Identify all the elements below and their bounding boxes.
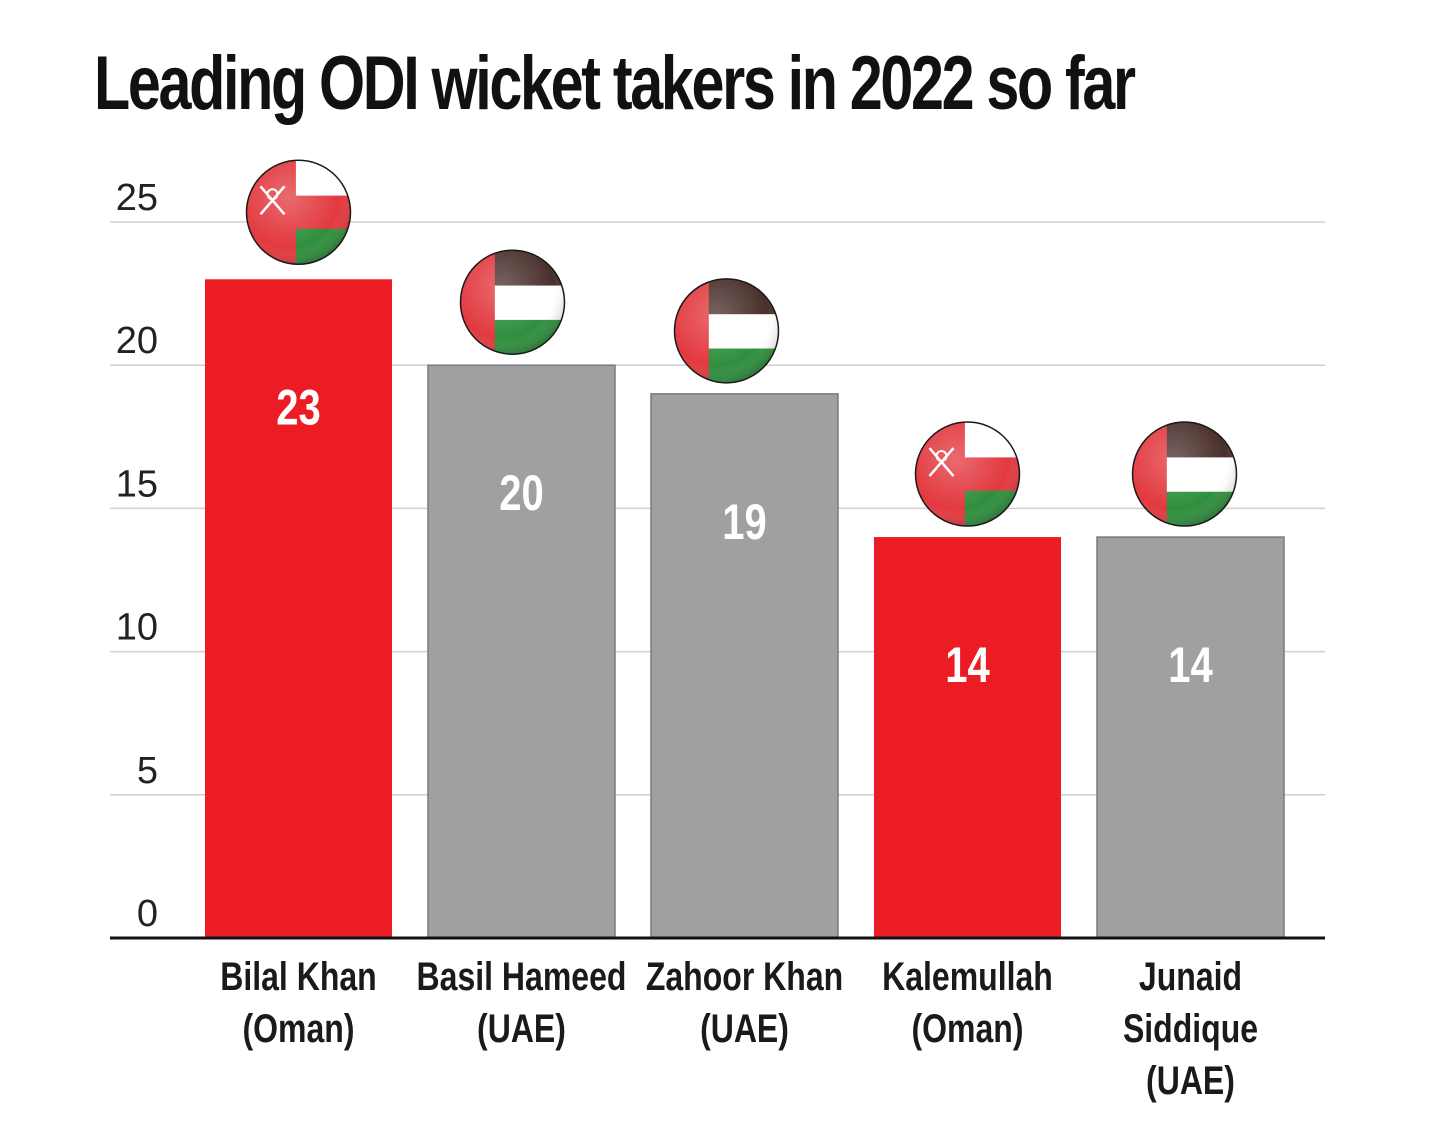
y-tick-label: 10 [116, 607, 158, 649]
y-tick-label: 20 [116, 320, 158, 362]
bar-value-label: 19 [722, 494, 766, 550]
oman-flag-icon [245, 159, 352, 266]
uae-flag-icon [1131, 421, 1238, 527]
chart-title: Leading ODI wicket takers in 2022 so far [94, 41, 1136, 126]
x-tick-label: Siddique [1123, 1006, 1258, 1051]
bar-value-label: 14 [1168, 637, 1212, 693]
x-tick-label: (UAE) [1146, 1058, 1235, 1103]
bar-value-label: 14 [945, 637, 989, 693]
x-tick-label: Bilal Khan [220, 954, 376, 999]
x-tick-label: (UAE) [477, 1006, 566, 1051]
uae-flag-icon [459, 249, 566, 355]
bar-value-label: 23 [276, 379, 320, 435]
bar [874, 537, 1061, 938]
y-tick-label: 25 [116, 177, 158, 219]
bar [427, 364, 616, 939]
x-tick-label: Junaid [1139, 954, 1242, 999]
uae-flag-icon [673, 278, 780, 384]
x-tick-label: Basil Hameed [417, 954, 627, 999]
bar-value-label: 20 [499, 465, 543, 521]
y-tick-label: 5 [137, 750, 158, 792]
bar [205, 279, 392, 938]
bar [1096, 536, 1285, 939]
x-tick-label: Zahoor Khan [646, 954, 843, 999]
x-tick-label: Kalemullah [882, 954, 1053, 999]
x-tick-label: (Oman) [243, 1006, 355, 1051]
y-tick-label: 15 [116, 463, 158, 505]
y-tick-label: 0 [137, 893, 158, 935]
x-tick-label: (UAE) [700, 1006, 789, 1051]
oman-flag-icon [914, 421, 1021, 527]
x-tick-label: (Oman) [912, 1006, 1024, 1051]
bar [650, 393, 839, 939]
